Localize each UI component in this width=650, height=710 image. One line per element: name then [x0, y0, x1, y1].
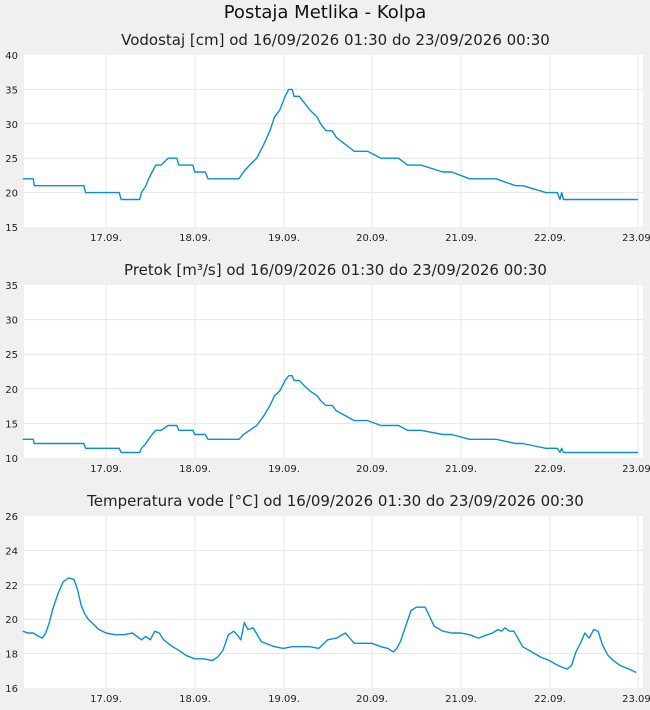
chart-title: Pretok [m³/s] od 16/09/2026 01:30 do 23/… [124, 261, 547, 279]
x-tick-label: 21.09. [445, 694, 477, 705]
y-tick-label: 15 [5, 223, 18, 234]
chart-panel-1: Vodostaj [cm] od 16/09/2026 01:30 do 23/… [5, 31, 650, 244]
chart-panel-2: Pretok [m³/s] od 16/09/2026 01:30 do 23/… [5, 261, 650, 475]
x-tick-label: 19.09. [268, 694, 300, 705]
series-line [22, 577, 637, 674]
y-tick-label: 15 [5, 419, 18, 430]
x-tick-label: 22.09. [534, 464, 566, 475]
x-tick-label: 17.09. [90, 233, 122, 244]
x-tick-label: 19.09. [268, 464, 300, 475]
y-tick-label: 25 [5, 154, 18, 165]
y-tick-label: 20 [5, 189, 18, 200]
y-tick-label: 22 [5, 581, 18, 592]
y-tick-label: 20 [5, 615, 18, 626]
x-tick-label: 20.09. [356, 694, 388, 705]
y-tick-label: 40 [5, 51, 18, 62]
x-tick-label: 22.09. [534, 694, 566, 705]
series-line [22, 88, 638, 201]
plot-area [24, 55, 643, 227]
y-tick-label: 26 [5, 512, 18, 523]
y-tick-label: 16 [5, 684, 18, 695]
y-tick-label: 30 [5, 316, 18, 327]
chart-title: Vodostaj [cm] od 16/09/2026 01:30 do 23/… [121, 31, 550, 49]
x-tick-label: 23.09. [622, 233, 650, 244]
chart-panel-3: Temperatura vode [°C] od 16/09/2026 01:3… [5, 492, 650, 705]
y-tick-label: 20 [5, 385, 18, 396]
y-tick-label: 24 [5, 546, 18, 557]
x-tick-label: 18.09. [179, 233, 211, 244]
x-tick-label: 19.09. [268, 233, 300, 244]
y-tick-label: 35 [5, 281, 18, 292]
page-title: Postaja Metlika - Kolpa [223, 2, 427, 23]
x-tick-label: 22.09. [534, 233, 566, 244]
x-tick-label: 20.09. [356, 233, 388, 244]
series-line [22, 375, 638, 454]
y-tick-label: 30 [5, 120, 18, 131]
x-tick-label: 21.09. [445, 233, 477, 244]
x-tick-label: 17.09. [90, 694, 122, 705]
x-tick-label: 17.09. [90, 464, 122, 475]
y-tick-label: 35 [5, 85, 18, 96]
plot-area [24, 516, 643, 688]
plot-area [24, 285, 643, 458]
x-tick-label: 18.09. [179, 464, 211, 475]
x-tick-label: 23.09. [622, 694, 650, 705]
y-tick-label: 10 [5, 454, 18, 465]
x-tick-label: 20.09. [356, 464, 388, 475]
y-tick-label: 18 [5, 650, 18, 661]
chart-title: Temperatura vode [°C] od 16/09/2026 01:3… [86, 492, 584, 510]
x-tick-label: 23.09. [622, 464, 650, 475]
x-tick-label: 21.09. [445, 464, 477, 475]
y-tick-label: 25 [5, 350, 18, 361]
x-tick-label: 18.09. [179, 694, 211, 705]
